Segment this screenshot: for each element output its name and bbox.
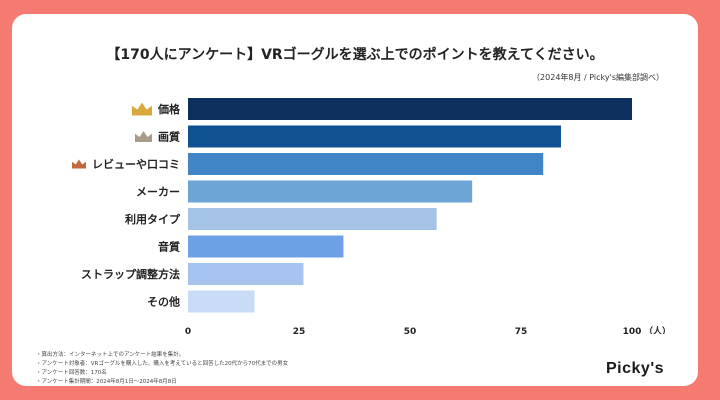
x-tick-label: 0 <box>185 327 191 334</box>
category-label: 画質 <box>158 130 180 144</box>
crown-icon <box>72 159 86 169</box>
bar-7 <box>188 263 304 285</box>
x-axis-unit: （人） <box>644 325 671 334</box>
footnote-method: ・算出方法：インターネット上でのアンケート結果を集計。 <box>36 352 185 358</box>
x-tick-label: 75 <box>515 327 528 334</box>
bar-2 <box>188 125 561 148</box>
crown-icon <box>132 102 152 116</box>
brand-logo: Picky's <box>606 360 665 377</box>
bar-6 <box>188 235 344 258</box>
category-label: その他 <box>147 295 180 309</box>
category-label: ストラップ調整方法 <box>81 267 180 281</box>
bar-4 <box>188 180 473 203</box>
footnote-count: ・アンケート回答数：170名 <box>36 370 107 376</box>
x-tick-label: 100 <box>623 327 642 334</box>
footnote-period: ・アンケート集計期間：2024年8月1日〜2024年8月8日 <box>36 379 177 385</box>
footnotes: ・算出方法：インターネット上でのアンケート結果を集計。 ・アンケート対象者：VR… <box>36 351 288 387</box>
category-label: 音質 <box>158 240 180 254</box>
chart-subtitle: （2024年8月 / Picky's編集部調べ） <box>532 73 664 82</box>
chart-title: 【170人にアンケート】VRゴーグルを選ぶ上でのポイントを教えてください。 <box>106 47 604 63</box>
x-tick-label: 50 <box>404 327 417 334</box>
x-tick-label: 25 <box>293 327 306 334</box>
bar-5 <box>188 208 437 230</box>
crown-icon <box>135 130 152 143</box>
chart-card: 【170人にアンケート】VRゴーグルを選ぶ上でのポイントを教えてください。 （2… <box>12 14 698 386</box>
category-label: 価格 <box>157 102 181 116</box>
bar-1 <box>188 98 632 120</box>
category-label: 利用タイプ <box>125 212 181 226</box>
category-label: メーカー <box>136 186 180 199</box>
bar-3 <box>188 153 544 175</box>
category-label: レビューや口コミ <box>92 157 180 171</box>
footnote-target: ・アンケート対象者：VRゴーグルを購入した、購入を考えていると回答した20代から… <box>36 361 289 367</box>
bar-8 <box>188 290 255 313</box>
